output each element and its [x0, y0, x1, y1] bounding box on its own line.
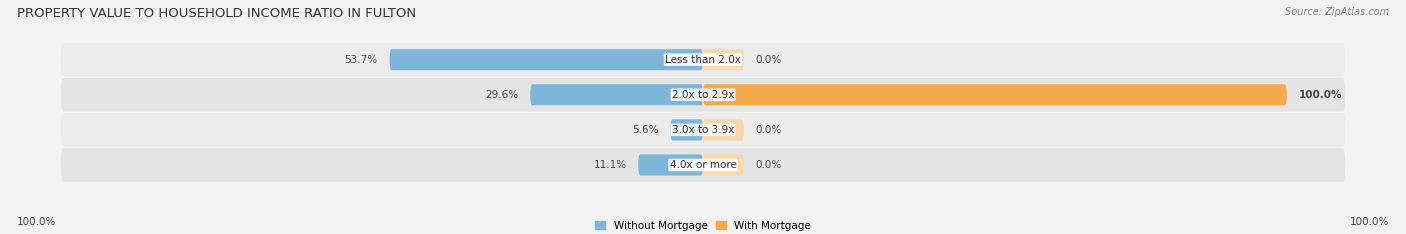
FancyBboxPatch shape	[530, 84, 703, 105]
FancyBboxPatch shape	[638, 154, 703, 176]
Text: 100.0%: 100.0%	[17, 217, 56, 227]
Text: 4.0x or more: 4.0x or more	[669, 160, 737, 170]
FancyBboxPatch shape	[60, 43, 1346, 77]
Text: 0.0%: 0.0%	[755, 55, 782, 65]
Text: 11.1%: 11.1%	[593, 160, 627, 170]
FancyBboxPatch shape	[389, 49, 703, 70]
Text: 2.0x to 2.9x: 2.0x to 2.9x	[672, 90, 734, 100]
FancyBboxPatch shape	[60, 113, 1346, 147]
Text: 29.6%: 29.6%	[485, 90, 519, 100]
FancyBboxPatch shape	[703, 119, 744, 140]
FancyBboxPatch shape	[703, 154, 744, 176]
Text: PROPERTY VALUE TO HOUSEHOLD INCOME RATIO IN FULTON: PROPERTY VALUE TO HOUSEHOLD INCOME RATIO…	[17, 7, 416, 20]
FancyBboxPatch shape	[60, 78, 1346, 112]
Text: 0.0%: 0.0%	[755, 125, 782, 135]
Text: 100.0%: 100.0%	[1299, 90, 1341, 100]
Legend: Without Mortgage, With Mortgage: Without Mortgage, With Mortgage	[595, 221, 811, 231]
Text: 100.0%: 100.0%	[1350, 217, 1389, 227]
Text: Source: ZipAtlas.com: Source: ZipAtlas.com	[1285, 7, 1389, 17]
Text: 3.0x to 3.9x: 3.0x to 3.9x	[672, 125, 734, 135]
FancyBboxPatch shape	[60, 148, 1346, 182]
Text: 5.6%: 5.6%	[633, 125, 658, 135]
FancyBboxPatch shape	[703, 84, 1286, 105]
FancyBboxPatch shape	[671, 119, 703, 140]
Text: 53.7%: 53.7%	[344, 55, 378, 65]
Text: Less than 2.0x: Less than 2.0x	[665, 55, 741, 65]
Text: 0.0%: 0.0%	[755, 160, 782, 170]
FancyBboxPatch shape	[703, 49, 744, 70]
